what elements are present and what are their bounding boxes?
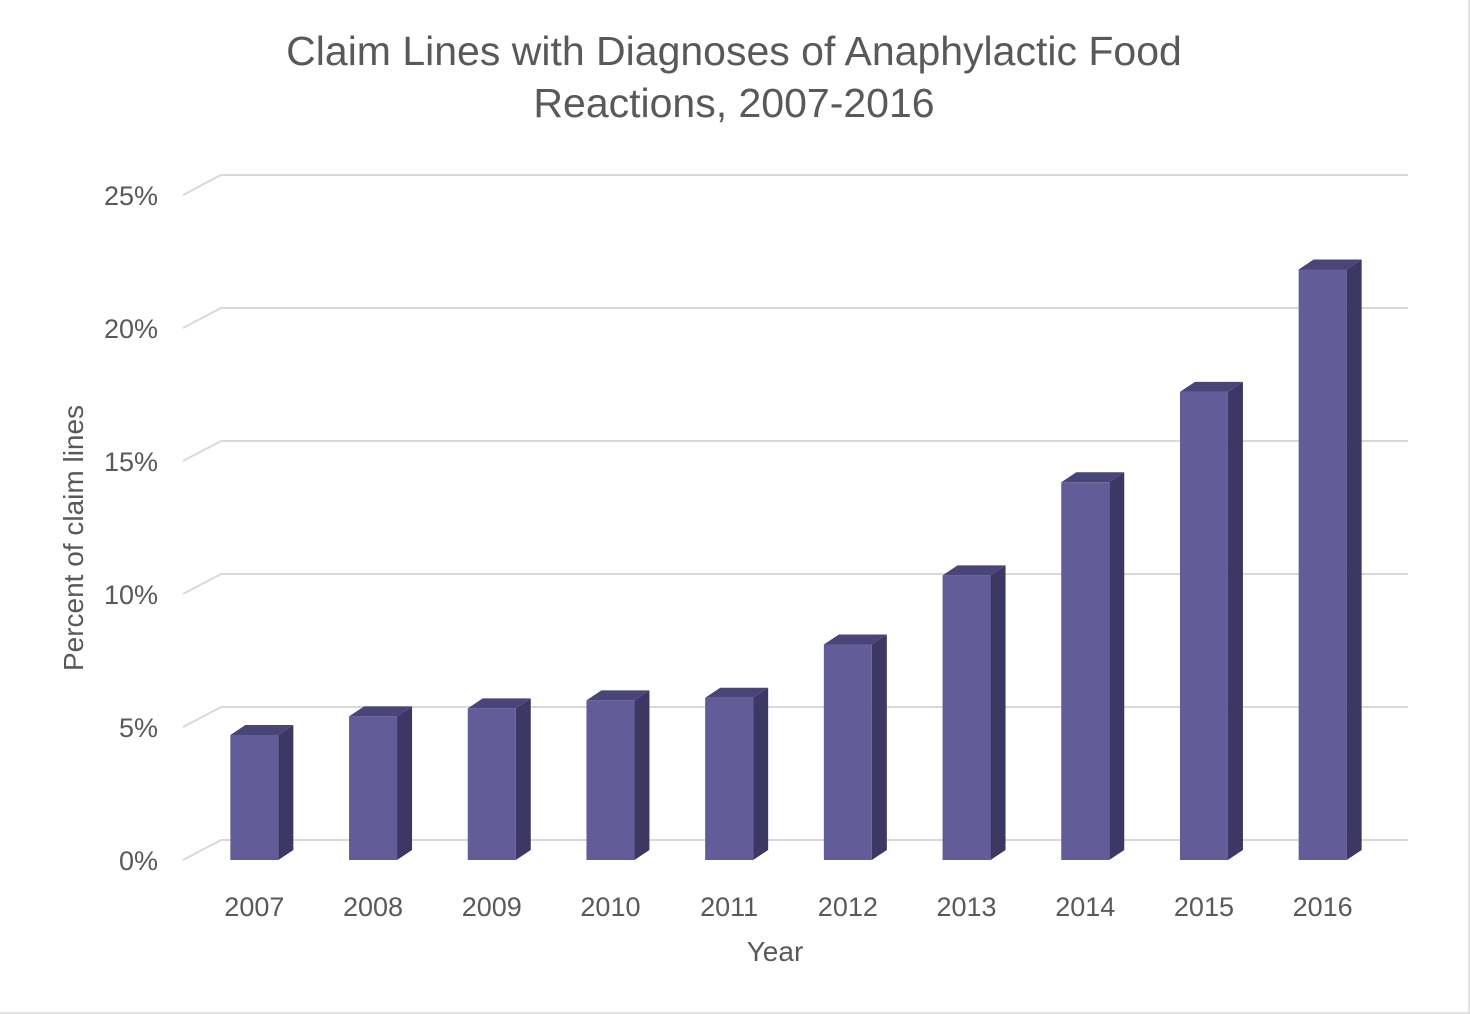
y-tick-label: 0% <box>119 846 158 876</box>
bar-side <box>515 698 531 860</box>
bar <box>230 724 294 860</box>
bar-top <box>586 690 650 701</box>
bar <box>823 634 887 860</box>
bar-side <box>871 634 887 860</box>
bar-top <box>349 706 413 717</box>
bar-front <box>467 708 516 860</box>
gridline <box>182 839 1408 861</box>
y-axis-title: Percent of claim lines <box>58 405 89 671</box>
bar-top <box>1298 259 1362 270</box>
gridlines <box>182 174 1408 861</box>
y-tick-label: 20% <box>104 314 158 344</box>
x-tick-label: 2016 <box>1293 892 1353 922</box>
x-tick-label: 2010 <box>580 892 640 922</box>
bar-front <box>1061 482 1110 860</box>
bar-front <box>586 700 635 860</box>
bar-top <box>705 687 769 698</box>
x-tick-label: 2015 <box>1174 892 1234 922</box>
bar <box>586 690 650 860</box>
bar-front <box>230 734 279 860</box>
x-tick-label: 2013 <box>937 892 997 922</box>
x-tick-label: 2012 <box>818 892 878 922</box>
bar-front <box>349 716 398 860</box>
x-tick-label: 2008 <box>343 892 403 922</box>
bar-top <box>1061 472 1125 483</box>
bar <box>1179 381 1243 860</box>
x-tick-label: 2011 <box>700 892 758 922</box>
bar-top <box>823 634 887 645</box>
gridline <box>182 174 1408 196</box>
bar-top <box>1179 381 1243 392</box>
bar-side <box>278 724 294 860</box>
bar <box>1298 259 1362 861</box>
y-tick-label: 10% <box>104 580 158 610</box>
x-axis-ticks: 2007 2008 2009 2010 2011 2012 2013 2014 2015 2016 <box>224 892 1352 922</box>
gridline <box>182 706 1408 728</box>
x-tick-label: 2014 <box>1055 892 1115 922</box>
bar <box>705 687 769 860</box>
gridline <box>182 440 1408 462</box>
bar-top <box>230 724 294 735</box>
bar-front <box>1298 269 1347 861</box>
gridline <box>182 573 1408 595</box>
bar-side <box>990 565 1006 860</box>
bar-front <box>1179 391 1228 860</box>
y-axis-ticks: 0% 5% 10% 15% 20% 25% <box>104 181 158 876</box>
bars <box>230 259 1362 861</box>
chart-title-line-2: Reactions, 2007-2016 <box>533 80 934 126</box>
bar-top <box>467 698 531 709</box>
y-tick-label: 25% <box>104 181 158 211</box>
bar-front <box>823 644 872 860</box>
bar-side <box>1227 381 1243 860</box>
x-axis-title: Year <box>747 936 804 967</box>
bar-front <box>942 575 991 860</box>
x-tick-label: 2007 <box>224 892 284 922</box>
bar <box>1061 472 1125 860</box>
x-tick-label: 2009 <box>462 892 522 922</box>
bar-side <box>1346 259 1362 861</box>
bar-side <box>397 706 413 860</box>
gridline <box>182 307 1408 329</box>
bar <box>467 698 531 860</box>
y-tick-label: 5% <box>119 713 158 743</box>
bar-side <box>634 690 650 860</box>
bar <box>349 706 413 860</box>
bar-front <box>705 697 754 860</box>
y-tick-label: 15% <box>104 447 158 477</box>
chart-title-line-1: Claim Lines with Diagnoses of Anaphylact… <box>286 28 1182 74</box>
bar <box>942 565 1006 860</box>
bar-side <box>1109 472 1125 860</box>
bar-side <box>753 687 769 860</box>
bar-top <box>942 565 1006 576</box>
